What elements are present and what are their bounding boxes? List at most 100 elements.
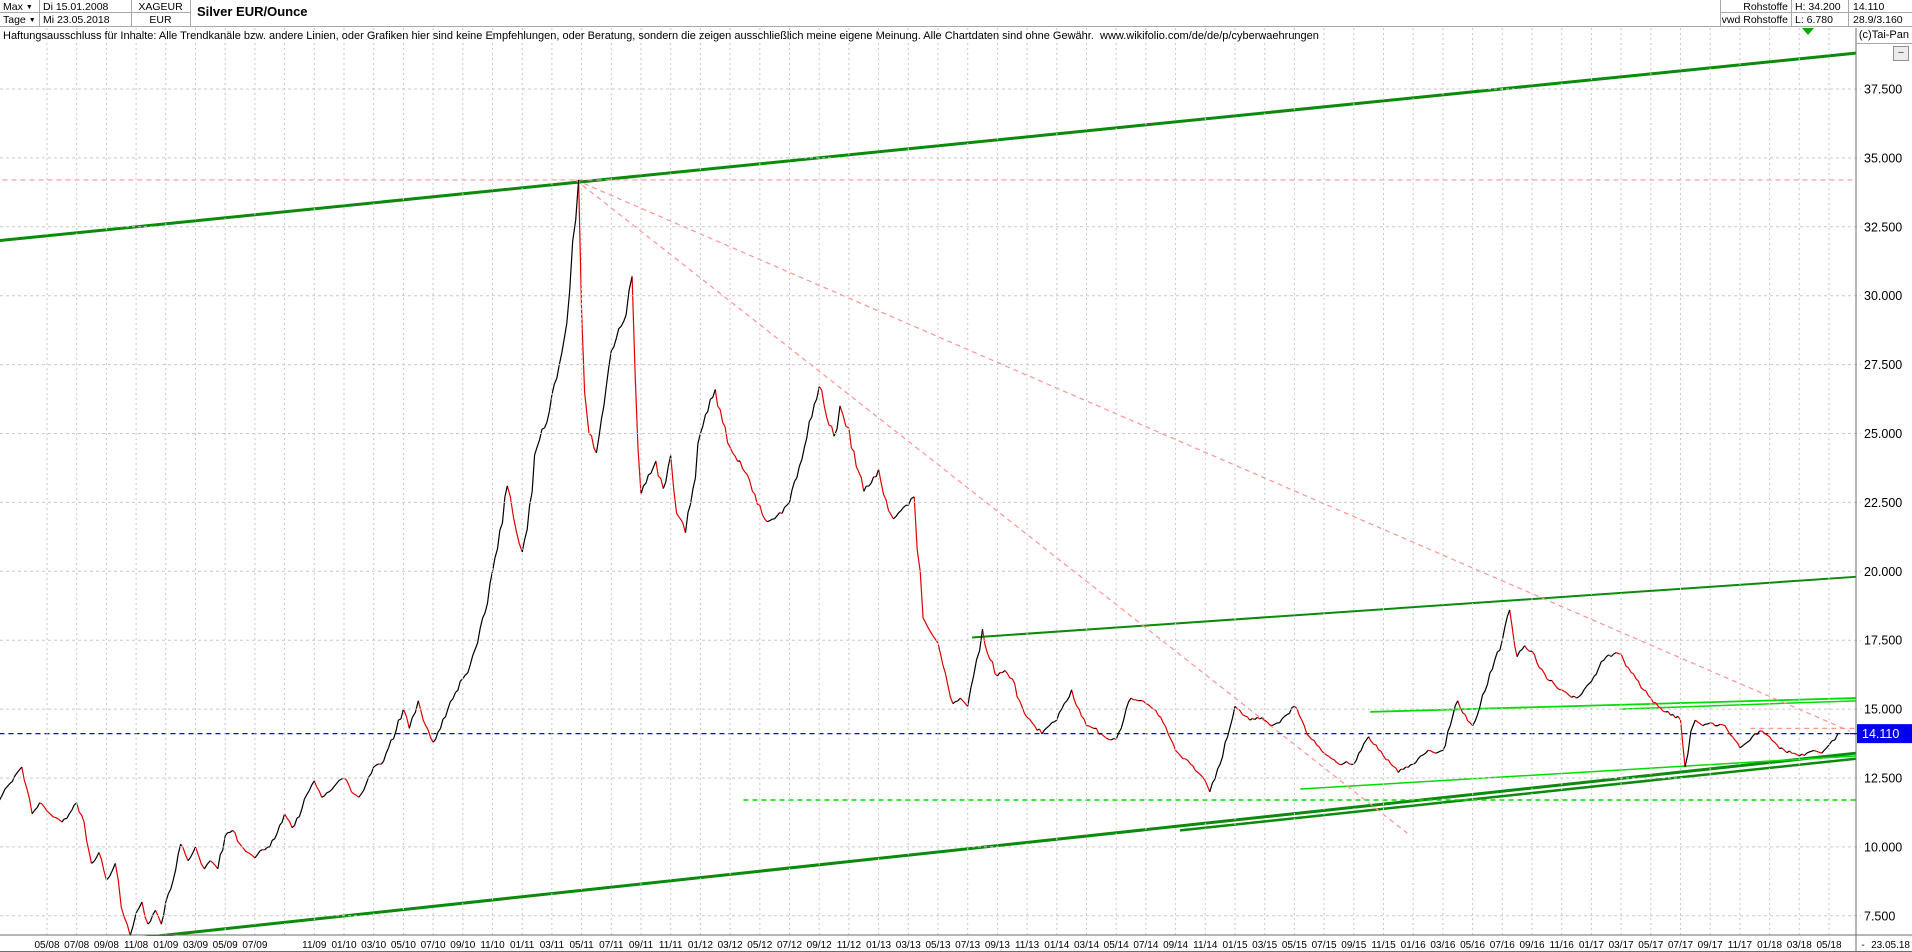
x-axis-label: 09/13: [985, 940, 1010, 951]
symbol-field[interactable]: XAGEUR: [138, 1, 183, 13]
y-axis-label: 10.000: [1864, 840, 1902, 854]
x-axis-end-dash: -: [1861, 940, 1864, 951]
divider: [190, 0, 191, 26]
divider: [39, 0, 40, 26]
divider: [1720, 12, 1912, 13]
x-axis-label: 07/16: [1490, 940, 1515, 951]
y-axis-label: 30.000: [1864, 289, 1902, 303]
x-axis-label: 01/16: [1401, 940, 1426, 951]
x-axis-label: 09/15: [1341, 940, 1366, 951]
x-axis-label: 01/13: [866, 940, 891, 951]
x-axis-label: 03/11: [540, 940, 565, 951]
x-axis-end-date: 23.05.18: [1871, 940, 1910, 951]
y-axis-label: 22.500: [1864, 496, 1902, 510]
x-axis-label: 07/17: [1668, 940, 1693, 951]
y-axis-label: 37.500: [1864, 83, 1902, 97]
x-axis-label: 11/10: [480, 940, 505, 951]
x-axis-label: 07/10: [421, 940, 446, 951]
red-dashed-downtrend-1: [575, 179, 1851, 732]
high-value-label: H: 34.200: [1795, 1, 1841, 13]
category-label[interactable]: Rohstoffe: [1743, 1, 1788, 13]
end-date-field[interactable]: Mi 23.05.2018: [43, 14, 110, 26]
x-axis-label: 03/09: [183, 940, 208, 951]
x-axis-label: 01/09: [153, 940, 178, 951]
x-axis-label: 09/17: [1698, 940, 1723, 951]
divider: [0, 12, 190, 13]
mid-uptrend-line: [972, 575, 1856, 639]
last-price-label: 14.110: [1853, 1, 1885, 13]
period-dropdown[interactable]: Tage ▼: [3, 14, 36, 26]
y-axis-label: 35.000: [1864, 151, 1902, 165]
minimize-button[interactable]: −: [1893, 46, 1909, 61]
light-green-resistance-line: [1370, 697, 1856, 713]
low-value-label: L: 6.780: [1795, 14, 1833, 26]
light-green-support-line: [1300, 755, 1856, 790]
current-date-marker-icon: [1802, 28, 1814, 35]
x-axis-label: 03/14: [1074, 940, 1099, 951]
x-axis-label: 11/11: [659, 940, 683, 951]
y-axis-label: 25.000: [1864, 427, 1902, 441]
divider: [1720, 0, 1721, 26]
x-axis-label: 11/14: [1193, 940, 1218, 951]
x-axis-label: 07/12: [777, 940, 802, 951]
x-axis-label: 01/18: [1757, 940, 1782, 951]
divider: [131, 0, 132, 26]
x-axis-label: 09/14: [1163, 940, 1188, 951]
copyright-label: (c)Tai-Pan: [1858, 29, 1909, 41]
price-line-down-segments: [21, 179, 1822, 936]
x-axis-label: 09/16: [1519, 940, 1544, 951]
lower-channel-trend-line: [143, 751, 1856, 936]
x-axis-label: 11/17: [1728, 940, 1753, 951]
x-axis-label: 05/17: [1638, 940, 1663, 951]
x-axis-label: 11/15: [1371, 940, 1396, 951]
x-axis-label: 05/11: [569, 940, 594, 951]
x-axis-label: 05/10: [391, 940, 416, 951]
x-axis-label: 11/16: [1550, 940, 1575, 951]
y-axis-label: 32.500: [1864, 220, 1902, 234]
x-axis-label: 09/12: [807, 940, 832, 951]
x-axis-label: 05/14: [1104, 940, 1129, 951]
x-axis-label: 09/11: [629, 940, 654, 951]
x-axis-label: 07/14: [1133, 940, 1158, 951]
y-axis-label: 27.500: [1864, 358, 1902, 372]
light-green-resistance-line-2: [1619, 700, 1856, 710]
x-axis-label: 11/13: [1015, 940, 1040, 951]
plot-area: [0, 51, 1856, 936]
x-axis-label: 01/17: [1579, 940, 1604, 951]
range-ratio-label: 28.9/3.160: [1853, 14, 1903, 26]
y-axis-label: 12.500: [1864, 772, 1902, 786]
feed-label[interactable]: vwd Rohstoffe: [1721, 14, 1788, 26]
x-axis-label: 07/09: [242, 940, 267, 951]
x-axis-label: 05/08: [34, 940, 59, 951]
y-axis-label: 17.500: [1864, 634, 1902, 648]
start-date-field[interactable]: Di 15.01.2008: [43, 1, 109, 13]
x-axis-label: 01/15: [1222, 940, 1247, 951]
y-axis-label: 7.500: [1864, 909, 1895, 923]
upper-channel-trend-line: [0, 51, 1856, 243]
last-price-badge: [1857, 724, 1912, 744]
x-axis-label: 07/08: [64, 940, 89, 951]
x-axis-label: 05/12: [747, 940, 772, 951]
x-axis-label: 07/13: [955, 940, 980, 951]
x-axis-label: 01/14: [1044, 940, 1069, 951]
range-dropdown[interactable]: Max ▼: [3, 1, 33, 13]
x-axis-label: 05/15: [1282, 940, 1307, 951]
x-axis-label: 11/12: [837, 940, 862, 951]
x-axis-label: 05/16: [1460, 940, 1485, 951]
x-axis-label: 05/13: [925, 940, 950, 951]
red-dashed-downtrend-2: [575, 179, 1408, 834]
x-axis-label: 03/18: [1787, 940, 1812, 951]
x-axis-label: 01/10: [331, 940, 356, 951]
dropdown-arrow-icon: ▼: [28, 17, 36, 24]
x-axis-label: 03/13: [896, 940, 921, 951]
x-axis-label: 03/16: [1430, 940, 1455, 951]
last-price-badge-label: 14.110: [1862, 727, 1899, 741]
x-axis-label: 07/11: [599, 940, 624, 951]
currency-label: EUR: [149, 14, 172, 26]
y-axis-label: 20.000: [1864, 565, 1902, 579]
divider: [1856, 43, 1912, 44]
x-axis-label: 03/15: [1252, 940, 1277, 951]
x-axis-label: 09/08: [94, 940, 119, 951]
